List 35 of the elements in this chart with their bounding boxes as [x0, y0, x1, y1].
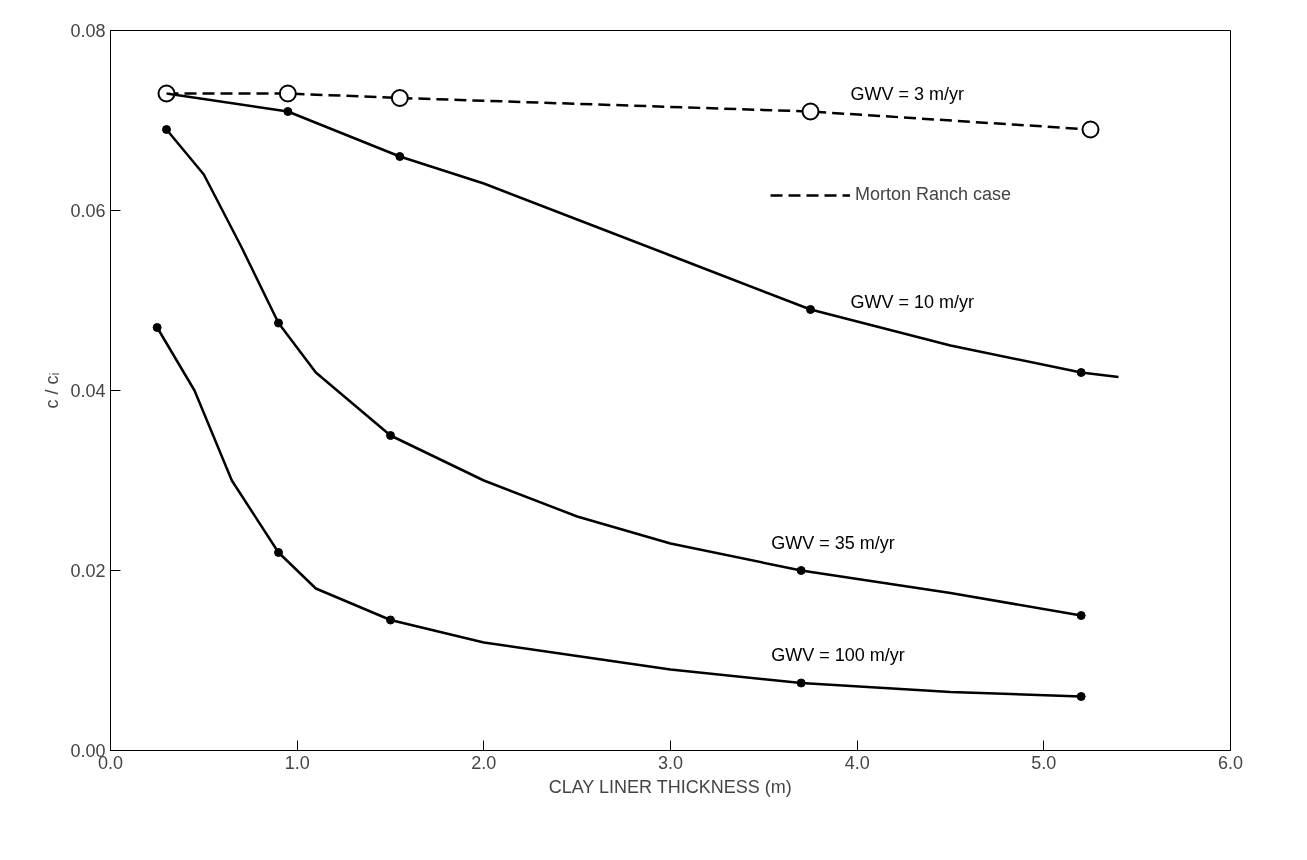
y-tick-label: 0.04: [70, 381, 106, 401]
y-tick-label: 0.08: [70, 21, 106, 41]
point: [1076, 692, 1086, 701]
annotation: GWV = 35 m/yr: [771, 532, 895, 553]
y-tick-label: 0.02: [70, 561, 106, 581]
x-tick-label: 5.0: [1031, 752, 1057, 773]
point: [152, 323, 162, 332]
annotation: GWV = 10 m/yr: [850, 291, 975, 312]
x-tick-label: 6.0: [1217, 752, 1244, 773]
point: [162, 125, 171, 134]
point: [395, 152, 405, 161]
point: [801, 102, 820, 121]
point: [278, 84, 297, 103]
point: [796, 566, 806, 575]
point: [274, 318, 283, 328]
point: [283, 107, 293, 116]
annotation: GWV = 100 m/yr: [771, 645, 905, 665]
point: [1081, 120, 1100, 139]
point: [390, 89, 409, 107]
x-tick-label: 3.0: [657, 752, 684, 773]
point: [1076, 368, 1086, 377]
y-tick-label: 0.06: [70, 201, 106, 221]
point: [386, 615, 395, 625]
point: [274, 548, 283, 557]
point: [796, 678, 806, 688]
x-tick-label: 2.0: [471, 752, 497, 773]
point: [806, 305, 815, 314]
x-tick-label: 4.0: [844, 752, 870, 773]
legend-label: Morton Ranch case: [855, 184, 1012, 205]
annotation: GWV = 3 m/yr: [850, 83, 965, 104]
point: [386, 431, 395, 440]
y-axis-title: c / cᵢ: [42, 372, 63, 409]
x-axis-title: CLAY LINER THICKNESS (m): [548, 776, 792, 797]
point: [1076, 611, 1086, 620]
x-tick-label: 1.0: [284, 752, 310, 773]
